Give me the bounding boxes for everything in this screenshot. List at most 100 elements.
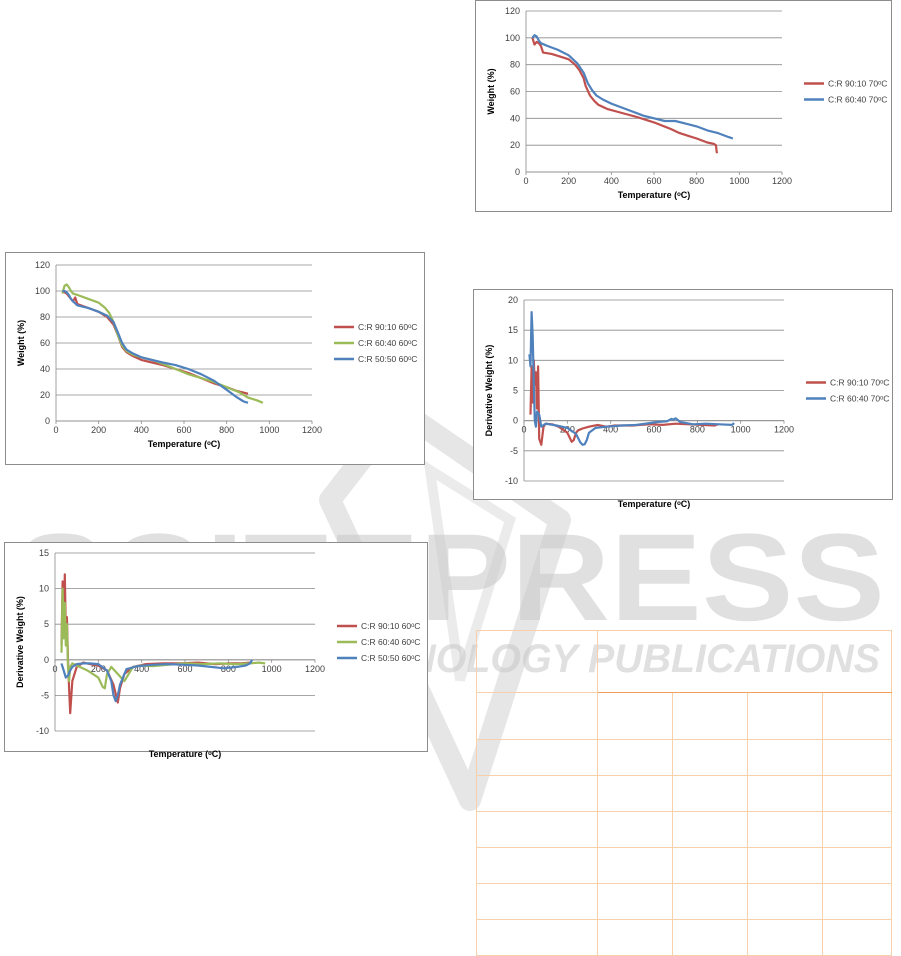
legend-label: C:R 60:40 60ᵒC	[361, 637, 420, 647]
y-tick-label: 15	[508, 325, 518, 335]
x-tick-label: 1000	[262, 664, 282, 674]
x-tick-label: 1200	[772, 176, 792, 186]
y-axis-title: Derivative Weight (%)	[484, 345, 494, 437]
series-line-0	[529, 359, 719, 446]
y-axis-title: Derivative Weight (%)	[15, 596, 25, 688]
legend-label: C:R 50:50 60ᵒC	[358, 354, 417, 364]
table-cell	[597, 811, 673, 848]
y-tick-label: 10	[508, 355, 518, 365]
table-cell	[822, 811, 892, 848]
x-tick-label: 600	[177, 664, 192, 674]
table-cell	[476, 739, 598, 776]
y-tick-label: 5	[44, 619, 49, 629]
series-line-0	[531, 37, 718, 154]
series-line-1	[531, 34, 734, 140]
table-cell	[597, 692, 673, 740]
table-cell	[476, 811, 598, 848]
chart-panel-dtg-70c: -10 -5 0 5 10 15 20 0 200 400 600 800 1000 1200 Temper…	[473, 289, 893, 509]
y-tick-label: 60	[510, 87, 520, 97]
y-tick-label: 40	[510, 113, 520, 123]
y-tick-label: 0	[45, 416, 50, 426]
y-tick-label: 120	[35, 260, 50, 270]
table-cell	[597, 739, 673, 776]
table-cell	[747, 692, 823, 740]
table-cell	[672, 811, 748, 848]
table-cell	[672, 692, 748, 740]
y-tick-label: -10	[36, 726, 49, 736]
table-cell	[822, 739, 892, 776]
table-cell	[822, 775, 892, 812]
table-cell	[672, 883, 748, 920]
series-line-2	[60, 659, 254, 703]
table-cell	[672, 847, 748, 884]
x-axis-title: Temperature (ᵒC)	[618, 499, 691, 509]
chart-panel-tga-60c: 0 20 40 60 80 100 120 0 200 400 600 800 1000 1200 Temp…	[5, 252, 425, 465]
legend-label: C:R 60:40 70ᵒC	[830, 394, 889, 404]
table-cell	[476, 775, 598, 812]
table-header-cell	[597, 630, 892, 693]
y-tick-label: 10	[39, 584, 49, 594]
x-tick-label: 400	[134, 664, 149, 674]
x-tick-label: 800	[219, 425, 234, 435]
legend-label: C:R 90:10 60ᵒC	[358, 322, 417, 332]
y-tick-label: -5	[41, 690, 49, 700]
table-cell	[597, 775, 673, 812]
table-cell	[476, 883, 598, 920]
series-line-1	[61, 283, 264, 404]
table-cell	[476, 630, 598, 693]
y-tick-label: -10	[505, 476, 518, 486]
series-line-0	[60, 573, 251, 715]
x-tick-label: 200	[91, 664, 106, 674]
y-tick-label: 0	[513, 416, 518, 426]
x-tick-label: 200	[560, 425, 575, 435]
table-cell	[822, 883, 892, 920]
x-tick-label: 0	[521, 425, 526, 435]
legend-label: C:R 90:10 70ᵒC	[828, 79, 887, 89]
y-tick-label: 0	[44, 655, 49, 665]
y-axis-title: Weight (%)	[16, 320, 26, 366]
table-cell	[747, 775, 823, 812]
y-tick-label: 20	[508, 295, 518, 305]
x-tick-label: 1000	[731, 425, 751, 435]
table-cell	[747, 811, 823, 848]
y-axis-title: Weight (%)	[486, 68, 496, 114]
y-tick-label: 80	[40, 312, 50, 322]
series-line-1	[60, 587, 266, 690]
chart-panel-tga-70c: 0 20 40 60 80 100 120 0 200 400 600 800 1000 1200 Temp…	[475, 0, 892, 212]
y-tick-label: 80	[510, 60, 520, 70]
table-cell	[476, 919, 598, 956]
series-line-1	[528, 311, 735, 446]
x-axis-title: Temperature (ᵒC)	[618, 190, 691, 200]
legend-label: C:R 90:10 70ᵒC	[830, 378, 889, 388]
table-cell	[476, 847, 598, 884]
y-tick-label: 60	[40, 338, 50, 348]
y-tick-label: 5	[513, 386, 518, 396]
legend-label: C:R 50:50 60ᵒC	[361, 653, 420, 663]
y-tick-label: 100	[35, 286, 50, 296]
table-cell	[672, 739, 748, 776]
chart-panel-dtg-60c: -10 -5 0 5 10 15 0 200 400 600 800 1000 1200 Temperat…	[4, 542, 428, 759]
table-cell	[476, 692, 598, 740]
x-tick-label: 200	[91, 425, 106, 435]
x-tick-label: 400	[603, 425, 618, 435]
x-tick-label: 400	[134, 425, 149, 435]
y-tick-label: 40	[40, 364, 50, 374]
x-tick-label: 1200	[305, 664, 325, 674]
x-tick-label: 0	[523, 176, 528, 186]
table-cell	[597, 847, 673, 884]
y-tick-label: -5	[510, 446, 518, 456]
x-tick-label: 800	[690, 425, 705, 435]
y-tick-label: 20	[40, 390, 50, 400]
table-cell	[597, 883, 673, 920]
x-tick-label: 400	[604, 176, 619, 186]
table-cell	[597, 919, 673, 956]
empty-table	[476, 630, 892, 956]
x-tick-label: 0	[53, 425, 58, 435]
table-cell	[672, 919, 748, 956]
legend-label: C:R 60:40 70ᵒC	[828, 95, 887, 105]
table-cell	[822, 847, 892, 884]
x-tick-label: 1000	[259, 425, 279, 435]
y-tick-label: 15	[39, 548, 49, 558]
